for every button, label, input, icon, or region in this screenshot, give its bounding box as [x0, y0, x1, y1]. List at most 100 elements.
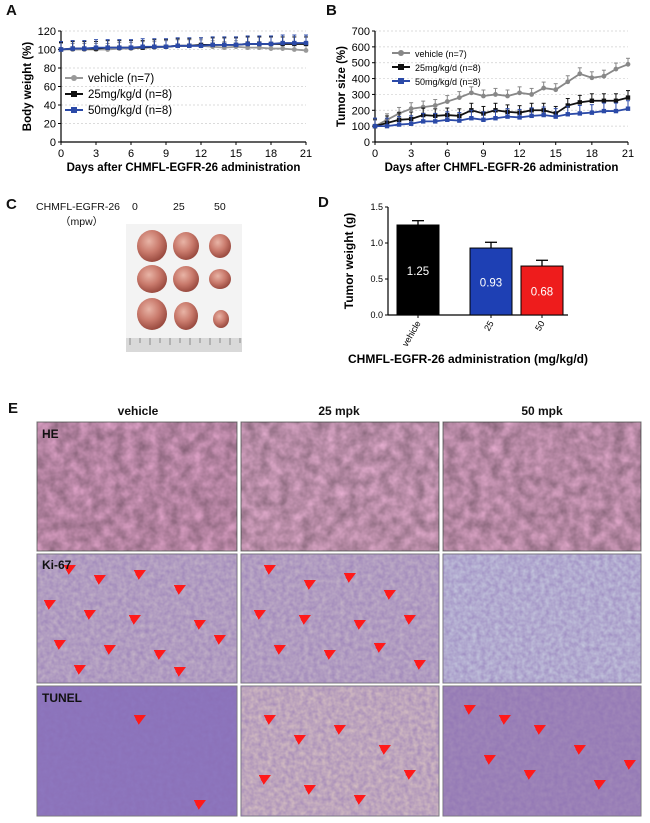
y-tick-label: 400: [352, 74, 370, 86]
data-point: [408, 121, 414, 126]
data-point: [493, 116, 498, 121]
bar: [396, 224, 440, 316]
y-tick-label: 100: [352, 121, 370, 133]
data-point: [433, 119, 438, 124]
data-point: [565, 103, 570, 108]
data-point: [577, 71, 583, 77]
dose-25-label: 25: [173, 201, 185, 213]
data-point: [444, 99, 450, 104]
data-point: [280, 40, 285, 46]
bar-value-label: 0.93: [480, 278, 502, 290]
data-point: [257, 41, 262, 47]
data-point: [625, 95, 631, 100]
data-point: [505, 93, 510, 99]
data-point: [198, 43, 204, 48]
data-point: [384, 123, 390, 129]
legend-marker: [398, 78, 404, 84]
panel-letter-d: D: [318, 194, 329, 211]
y-tick-label: 300: [352, 89, 370, 101]
data-point: [175, 43, 180, 48]
y-tick-label: 120: [38, 26, 56, 38]
data-point: [613, 66, 619, 72]
x-tick-label: 0: [372, 148, 378, 160]
dose-50-label: 50: [214, 201, 226, 213]
series-line: [60, 42, 306, 51]
data-point: [613, 108, 619, 114]
data-point: [577, 100, 583, 105]
y-tick-label: 500: [352, 58, 370, 70]
data-point: [82, 46, 87, 51]
tumor-weight-chart: 0.0 0.5 1.0 1.5 1.25 vehicle 0.93 25 0.68 50 Tumor…: [342, 202, 588, 366]
x-tick-label: 15: [550, 148, 562, 160]
x-tick-label: 18: [586, 148, 598, 160]
data-point: [481, 117, 486, 122]
data-point: [517, 90, 522, 96]
legend-marker: [71, 91, 77, 97]
data-point: [105, 45, 110, 50]
legend-label: 50mg/kg/d (n=8): [88, 105, 172, 117]
x-tick-label: 12: [195, 148, 207, 160]
data-point: [529, 92, 535, 97]
ki67-row: [36, 553, 642, 684]
column-header-25mpk: 25 mpk: [318, 404, 360, 418]
data-point: [291, 47, 297, 52]
y-tick-label: 0: [364, 137, 370, 149]
x-axis-label: CHMFL-EGFR-26 administration (mg/kg/d): [348, 352, 588, 366]
y-tick-label: 0.5: [370, 274, 383, 284]
y-tick-label: 60: [44, 82, 56, 94]
x-tick-label: 6: [128, 148, 134, 160]
legend-marker: [398, 50, 404, 56]
positive-cell-arrows: [43, 565, 636, 810]
row-label-he: HE: [42, 427, 59, 441]
data-point: [541, 85, 547, 91]
x-tick-label: 25: [482, 319, 496, 333]
data-point: [303, 40, 309, 46]
y-tick-label: 700: [352, 26, 370, 38]
y-tick-label: 1.0: [370, 238, 383, 248]
data-point: [152, 44, 157, 49]
row-label-tunel: TUNEL: [42, 691, 82, 705]
panel-letter-c: C: [6, 196, 17, 213]
x-tick-label: 50: [533, 319, 547, 333]
data-point: [420, 119, 426, 124]
data-point: [233, 42, 239, 48]
y-tick-label: 600: [352, 42, 370, 54]
data-point: [553, 87, 559, 93]
x-tick-label: 12: [513, 148, 525, 160]
panel-letter-b: B: [326, 2, 337, 19]
data-point: [456, 95, 462, 100]
y-tick-label: 0: [50, 137, 56, 149]
x-tick-label: 3: [408, 148, 414, 160]
data-point: [396, 122, 402, 127]
legend-label: 25mg/kg/d (n=8): [415, 63, 481, 73]
row-label-ki67: Ki-67: [42, 558, 72, 572]
series-line: [375, 107, 629, 128]
data-point: [280, 46, 286, 51]
y-axis-label: Tumor size (%): [336, 46, 348, 127]
data-point: [541, 112, 546, 118]
legend-label: vehicle (n=7): [415, 49, 467, 59]
data-point: [589, 75, 595, 81]
data-point: [222, 42, 227, 48]
x-tick-label: 18: [265, 148, 277, 160]
he-row: [36, 421, 642, 552]
data-point: [517, 115, 522, 120]
y-tick-label: 1.5: [370, 202, 383, 212]
data-point: [529, 113, 534, 119]
data-point: [372, 123, 378, 129]
data-point: [601, 108, 607, 114]
data-point: [292, 40, 297, 46]
panel-letter-e: E: [8, 400, 19, 417]
x-tick-label: 0: [58, 148, 64, 160]
data-point: [577, 111, 583, 116]
column-header-50mpk: 50 mpk: [521, 404, 563, 418]
x-axis-label: Days after CHMFL-EGFR-26 administration: [67, 162, 301, 174]
series-line: [374, 63, 629, 127]
data-point: [268, 46, 274, 51]
data-point: [58, 47, 64, 52]
legend-marker: [71, 75, 77, 81]
y-tick-label: 20: [44, 119, 56, 131]
data-point: [117, 45, 122, 50]
legend-label: 50mg/kg/d (n=8): [415, 77, 481, 87]
